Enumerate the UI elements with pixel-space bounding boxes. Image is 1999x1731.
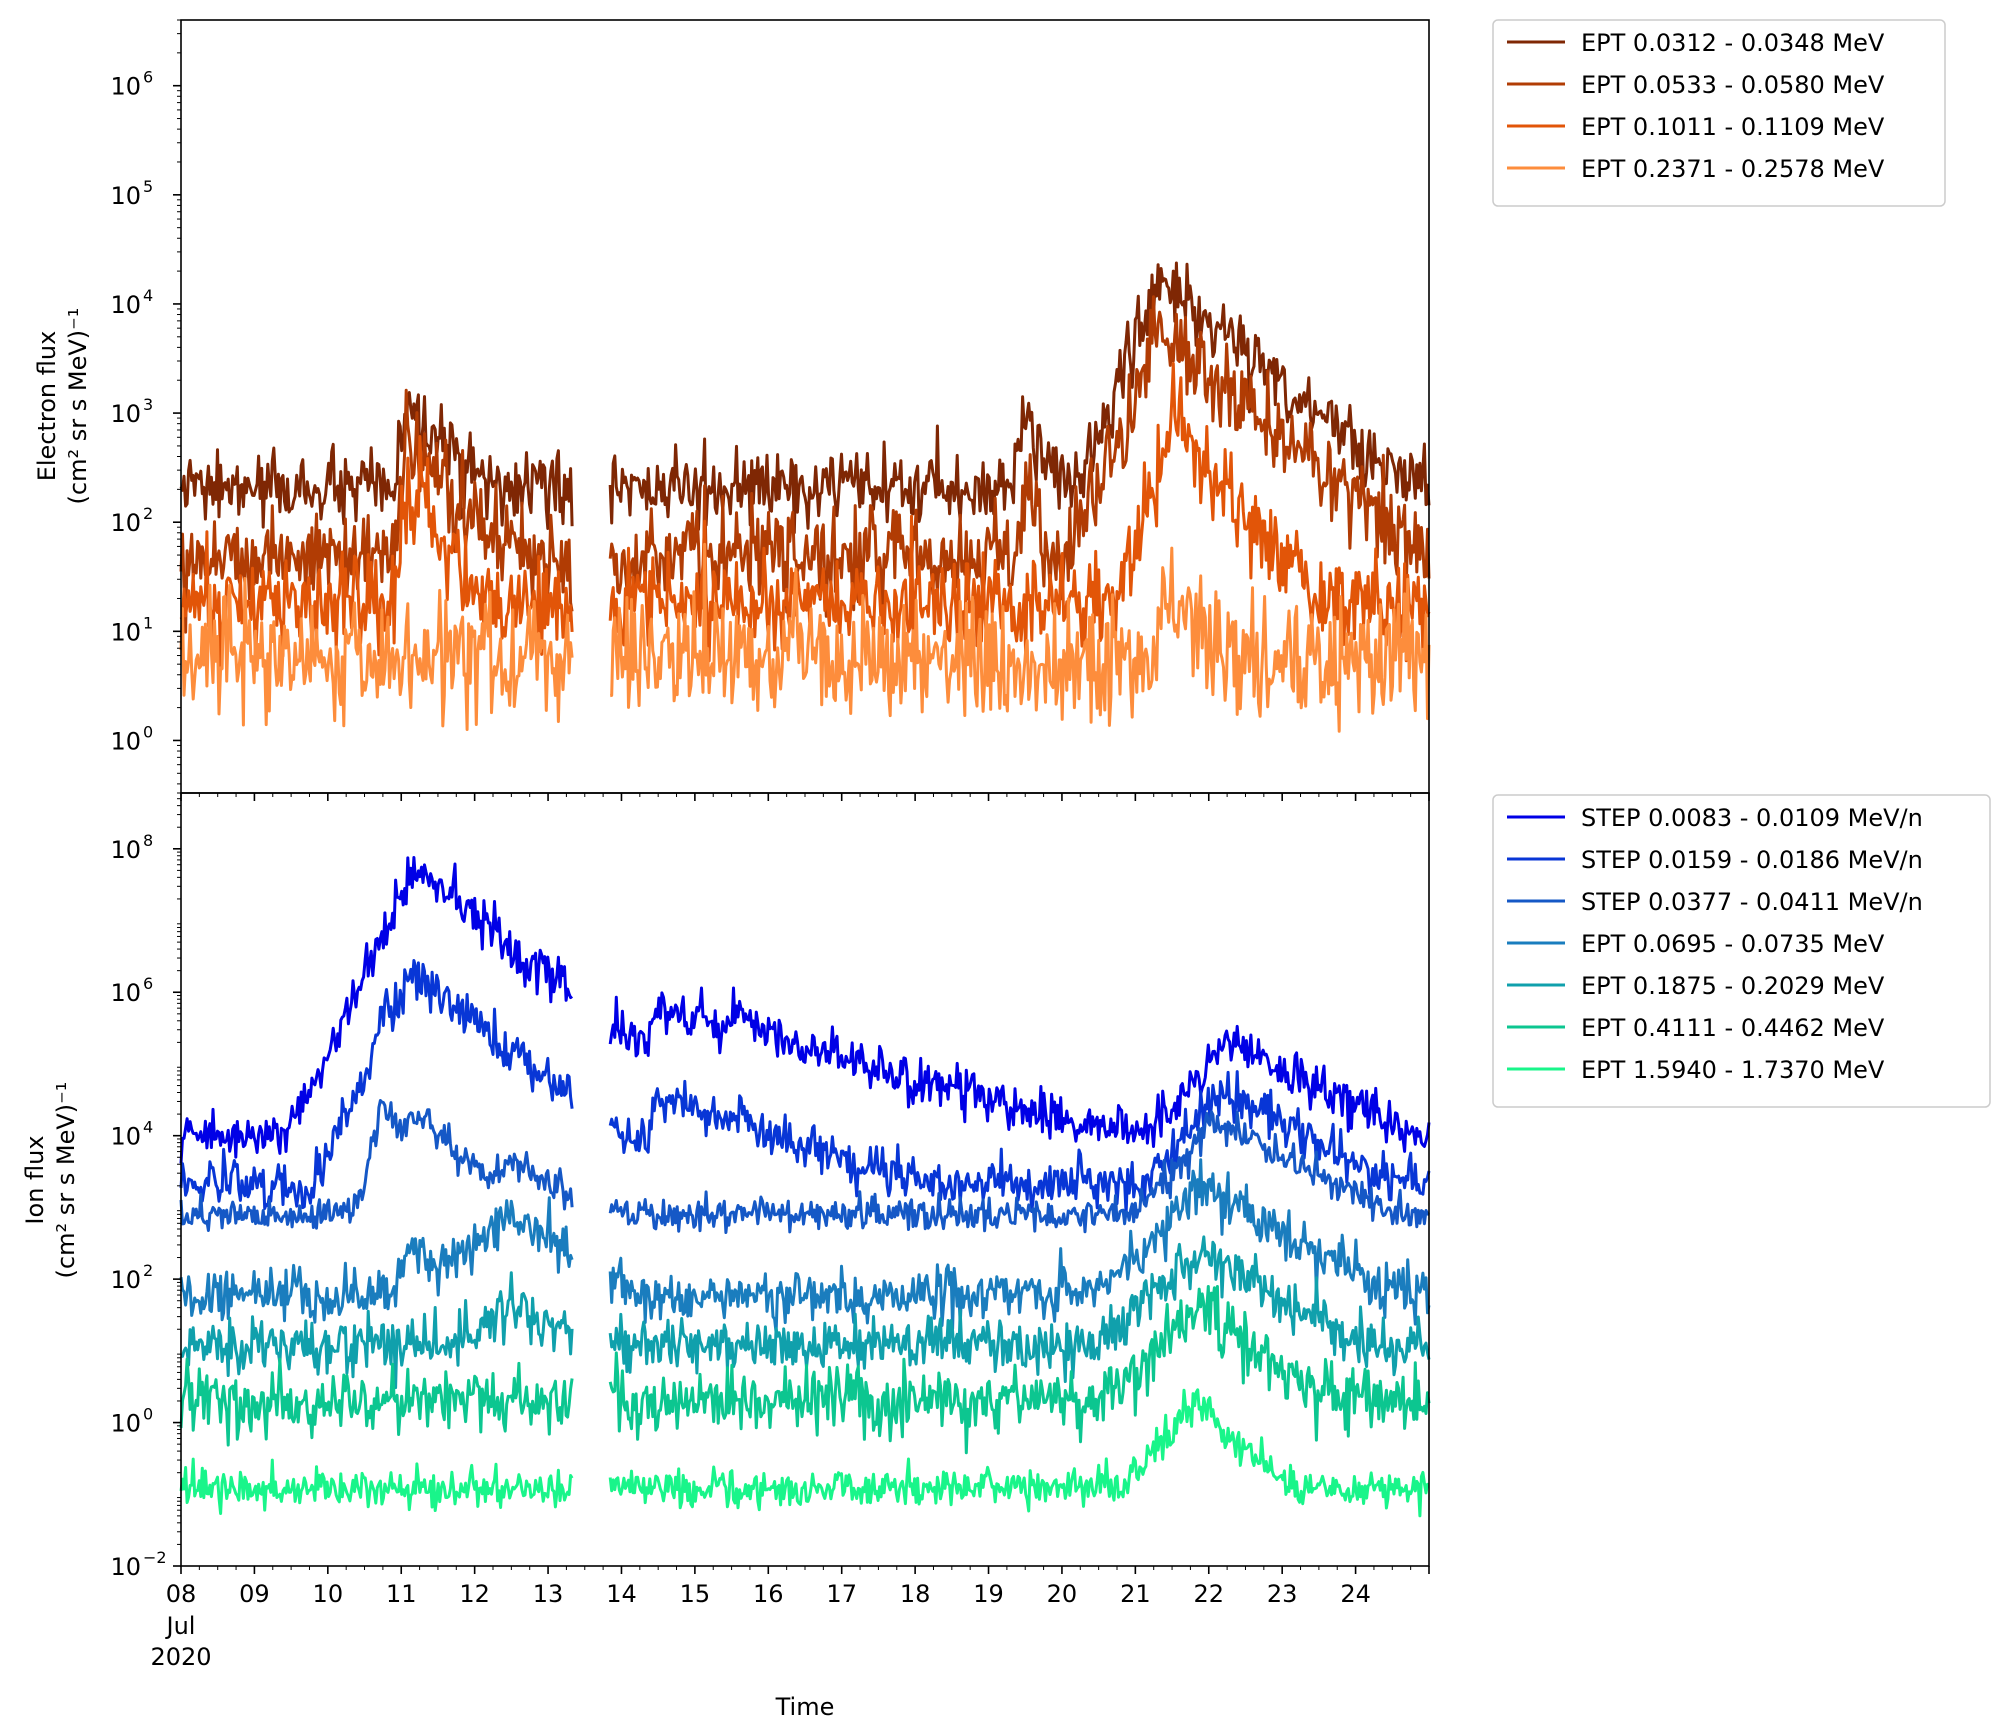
series-line-6-part-2 xyxy=(608,1285,1431,1455)
series-line-1-part-1 xyxy=(179,391,574,530)
ytick-label-base: 10 xyxy=(110,618,141,646)
xtick-label: 20 xyxy=(1047,1580,1078,1608)
x-axis-label: Time xyxy=(775,1693,835,1721)
xtick-label: 16 xyxy=(753,1580,784,1608)
legend-label: EPT 0.0695 - 0.0735 MeV xyxy=(1581,930,1885,958)
xtick-label: 15 xyxy=(680,1580,711,1608)
series-line-1-part-2 xyxy=(608,986,1431,1153)
xtick-label: 09 xyxy=(239,1580,270,1608)
series-line-5-part-2 xyxy=(608,1235,1431,1383)
series-line-1-part-2 xyxy=(608,261,1431,535)
ytick-label-exponent: 2 xyxy=(143,504,153,523)
ytick-label-base: 10 xyxy=(110,291,141,319)
xtick-label: 10 xyxy=(313,1580,344,1608)
legend-label: EPT 0.1011 - 0.1109 MeV xyxy=(1581,113,1885,141)
xtick-label: 13 xyxy=(533,1580,564,1608)
ion-x-ticks: 08 09 10 11 12 13 14 15 16 17 18 19 20 21 22 23 24 Jul 202… xyxy=(150,1566,1430,1671)
series-line-2-part-2 xyxy=(608,1070,1431,1216)
series-line-4-part-2 xyxy=(608,1158,1431,1335)
series-line-4-part-1 xyxy=(179,1196,574,1324)
xtick-sublabel: 2020 xyxy=(150,1643,211,1671)
ion-legend: STEP 0.0083 - 0.0109 MeV/n STEP 0.0159 - … xyxy=(1492,794,1991,1108)
legend-label: STEP 0.0377 - 0.0411 MeV/n xyxy=(1581,888,1923,916)
ytick-label-base: 10 xyxy=(110,836,141,864)
electron-ylabel-line2: (cm² sr s MeV)⁻¹ xyxy=(64,308,92,505)
series-line-7-part-1 xyxy=(179,1457,574,1515)
ion-series-group xyxy=(179,856,1431,1518)
xtick-label: 11 xyxy=(386,1580,417,1608)
ytick-label-base: 10 xyxy=(110,400,141,428)
ytick-label-exponent: 8 xyxy=(143,831,153,850)
legend-label: STEP 0.0083 - 0.0109 MeV/n xyxy=(1581,804,1923,832)
series-line-6-part-1 xyxy=(179,1357,574,1447)
legend-frame xyxy=(1492,794,1991,1108)
legend-label: EPT 0.0533 - 0.0580 MeV xyxy=(1581,71,1885,99)
xtick-sublabel: Jul xyxy=(165,1612,196,1640)
ytick-label-exponent: 6 xyxy=(143,68,153,87)
electron-series-group xyxy=(179,261,1431,733)
ytick-label-base: 10 xyxy=(110,1123,141,1151)
xtick-label: 14 xyxy=(606,1580,637,1608)
ion-ylabel-line1: Ion flux xyxy=(21,1135,49,1224)
ytick-label-exponent: 0 xyxy=(143,722,153,741)
ytick-label-exponent: 5 xyxy=(143,177,153,196)
ytick-label-exponent: 4 xyxy=(143,286,153,305)
series-line-5-part-1 xyxy=(180,1271,574,1390)
legend-label: STEP 0.0159 - 0.0186 MeV/n xyxy=(1581,846,1923,874)
ytick-label-base: 10 xyxy=(110,979,141,1007)
legend-label: EPT 0.1875 - 0.2029 MeV xyxy=(1581,972,1885,1000)
ytick-label-exponent: −2 xyxy=(143,1548,167,1567)
legend-frame xyxy=(1492,19,1946,207)
ytick-label-base: 10 xyxy=(110,1553,141,1581)
ytick-label-exponent: 6 xyxy=(143,974,153,993)
xtick-label: 12 xyxy=(459,1580,490,1608)
legend-label: EPT 0.2371 - 0.2578 MeV xyxy=(1581,155,1885,183)
ytick-label-exponent: 4 xyxy=(143,1118,153,1137)
xtick-label: 18 xyxy=(900,1580,931,1608)
xtick-label: 22 xyxy=(1193,1580,1224,1608)
xtick-label: 23 xyxy=(1267,1580,1298,1608)
ytick-label-base: 10 xyxy=(110,1266,141,1294)
series-line-1-part-1 xyxy=(179,856,574,1164)
xtick-label: 19 xyxy=(973,1580,1004,1608)
ytick-label-base: 10 xyxy=(110,727,141,755)
ytick-label-base: 10 xyxy=(110,1410,141,1438)
series-line-7-part-2 xyxy=(608,1388,1430,1518)
legend-label: EPT 0.0312 - 0.0348 MeV xyxy=(1581,29,1885,57)
ytick-label-base: 10 xyxy=(110,182,141,210)
series-line-2-part-1 xyxy=(179,388,574,634)
xtick-label: 08 xyxy=(166,1580,197,1608)
ion-ylabel-line2: (cm² sr s MeV)⁻¹ xyxy=(52,1082,80,1279)
series-line-2-part-2 xyxy=(608,295,1431,618)
xtick-label: 17 xyxy=(826,1580,857,1608)
ytick-label-exponent: 1 xyxy=(143,613,153,632)
ytick-label-base: 10 xyxy=(110,509,141,537)
series-line-3-part-1 xyxy=(179,1099,574,1232)
series-line-4-part-1 xyxy=(179,577,574,731)
xtick-label: 24 xyxy=(1340,1580,1371,1608)
electron-legend: EPT 0.0312 - 0.0348 MeV EPT 0.0533 - 0.05… xyxy=(1492,19,1946,207)
legend-label: EPT 1.5940 - 1.7370 MeV xyxy=(1581,1056,1885,1084)
ytick-label-exponent: 3 xyxy=(143,395,153,414)
legend-label: EPT 0.4111 - 0.4462 MeV xyxy=(1581,1014,1885,1042)
series-line-2-part-1 xyxy=(179,959,574,1210)
ytick-label-exponent: 2 xyxy=(143,1261,153,1280)
xtick-label: 21 xyxy=(1120,1580,1151,1608)
ytick-label-base: 10 xyxy=(110,73,141,101)
series-line-3-part-2 xyxy=(608,1110,1431,1234)
electron-ylabel-line1: Electron flux xyxy=(33,331,61,482)
ytick-label-exponent: 0 xyxy=(143,1405,153,1424)
series-line-3-part-2 xyxy=(608,362,1431,663)
series-line-4-part-2 xyxy=(610,542,1431,733)
